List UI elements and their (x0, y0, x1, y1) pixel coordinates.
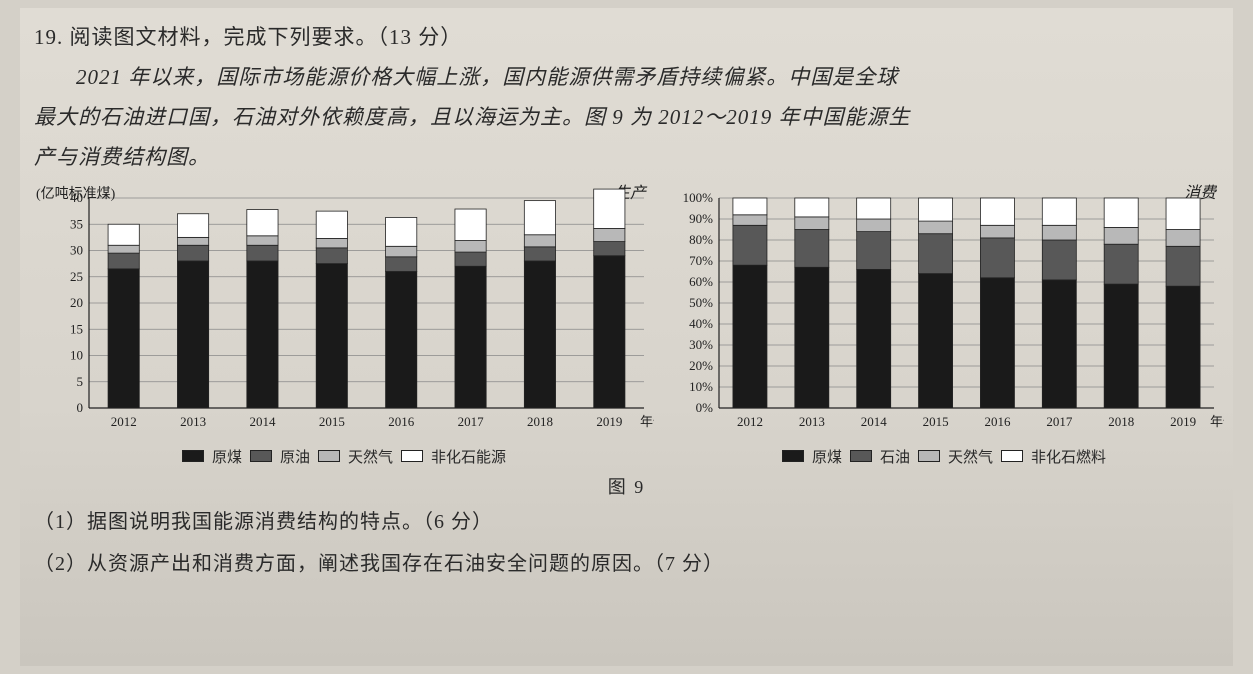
legend-swatch (250, 450, 272, 462)
exam-page: { "question": { "number": "19.", "stem":… (20, 8, 1233, 666)
svg-text:2018: 2018 (527, 414, 553, 429)
svg-text:2018: 2018 (1108, 414, 1134, 429)
svg-text:20: 20 (70, 295, 83, 310)
svg-text:0%: 0% (696, 400, 714, 415)
legend-swatch (318, 450, 340, 462)
svg-text:90%: 90% (689, 211, 713, 226)
legend-label: 天然气 (348, 446, 393, 467)
legend-swatch (182, 450, 204, 462)
svg-text:80%: 80% (689, 232, 713, 247)
sub-question-1: （1）据图说明我国能源消费结构的特点。（6 分） (34, 503, 1219, 541)
legend-swatch (850, 450, 872, 462)
legend-label: 原煤 (212, 446, 242, 467)
svg-text:10%: 10% (689, 379, 713, 394)
question-stem-text: 阅读图文材料，完成下列要求。（13 分） (70, 25, 463, 49)
svg-text:2013: 2013 (799, 414, 825, 429)
svg-text:2017: 2017 (1046, 414, 1073, 429)
svg-text:(亿吨标准煤): (亿吨标准煤) (36, 186, 116, 202)
svg-text:2019: 2019 (1170, 414, 1196, 429)
svg-text:2015: 2015 (319, 414, 345, 429)
question-number: 19. (34, 25, 63, 49)
svg-text:2016: 2016 (984, 414, 1011, 429)
svg-text:2016: 2016 (388, 414, 415, 429)
intro-line-1: 2021 年以来，国际市场能源价格大幅上涨，国内能源供需矛盾持续偏紧。中国是全球 (34, 58, 1219, 98)
svg-text:15: 15 (70, 321, 83, 336)
svg-text:20%: 20% (689, 358, 713, 373)
intro-line-2: 最大的石油进口国，石油对外依赖度高，且以海运为主。图 9 为 2012～2019… (34, 98, 1219, 138)
svg-text:10: 10 (70, 347, 83, 362)
legend-label: 原油 (280, 446, 310, 467)
figure-caption: 图 9 (34, 473, 1219, 499)
svg-text:2012: 2012 (111, 414, 137, 429)
svg-text:70%: 70% (689, 253, 713, 268)
svg-text:35: 35 (70, 216, 83, 231)
legend-label: 原煤 (812, 446, 842, 467)
legend-consumption: 原煤 石油 天然气 非化石燃料 (664, 446, 1224, 467)
svg-text:40%: 40% (689, 316, 713, 331)
svg-text:2014: 2014 (249, 414, 276, 429)
svg-text:100%: 100% (683, 190, 714, 205)
chart-consumption: 0%10%20%30%40%50%60%70%80%90%100%消费20122… (664, 184, 1224, 467)
svg-text:2017: 2017 (458, 414, 485, 429)
legend-swatch (401, 450, 423, 462)
svg-text:年份: 年份 (1210, 414, 1224, 429)
svg-text:25: 25 (70, 268, 83, 283)
svg-text:年份: 年份 (640, 414, 654, 429)
svg-text:60%: 60% (689, 274, 713, 289)
svg-text:30%: 30% (689, 337, 713, 352)
chart-production: 0510152025303540(亿吨标准煤)生产201220132014201… (34, 184, 654, 467)
legend-production: 原煤 原油 天然气 非化石能源 (34, 446, 654, 467)
question-stem: 19. 阅读图文材料，完成下列要求。（13 分） (34, 18, 1219, 58)
legend-label: 非化石燃料 (1031, 446, 1106, 467)
svg-text:30: 30 (70, 242, 83, 257)
charts-row: 0510152025303540(亿吨标准煤)生产201220132014201… (34, 184, 1219, 467)
svg-text:50%: 50% (689, 295, 713, 310)
svg-text:2015: 2015 (923, 414, 949, 429)
legend-label: 天然气 (948, 446, 993, 467)
svg-text:5: 5 (77, 373, 84, 388)
legend-swatch (1001, 450, 1023, 462)
intro-line-3: 产与消费结构图。 (34, 138, 1219, 178)
svg-text:2013: 2013 (180, 414, 206, 429)
legend-swatch (782, 450, 804, 462)
legend-label: 非化石能源 (431, 446, 506, 467)
svg-text:2012: 2012 (737, 414, 763, 429)
sub-question-2: （2）从资源产出和消费方面，阐述我国存在石油安全问题的原因。（7 分） (34, 545, 1219, 583)
legend-swatch (918, 450, 940, 462)
legend-label: 石油 (880, 446, 910, 467)
svg-text:2014: 2014 (861, 414, 888, 429)
svg-text:0: 0 (77, 400, 84, 415)
svg-text:2019: 2019 (596, 414, 622, 429)
